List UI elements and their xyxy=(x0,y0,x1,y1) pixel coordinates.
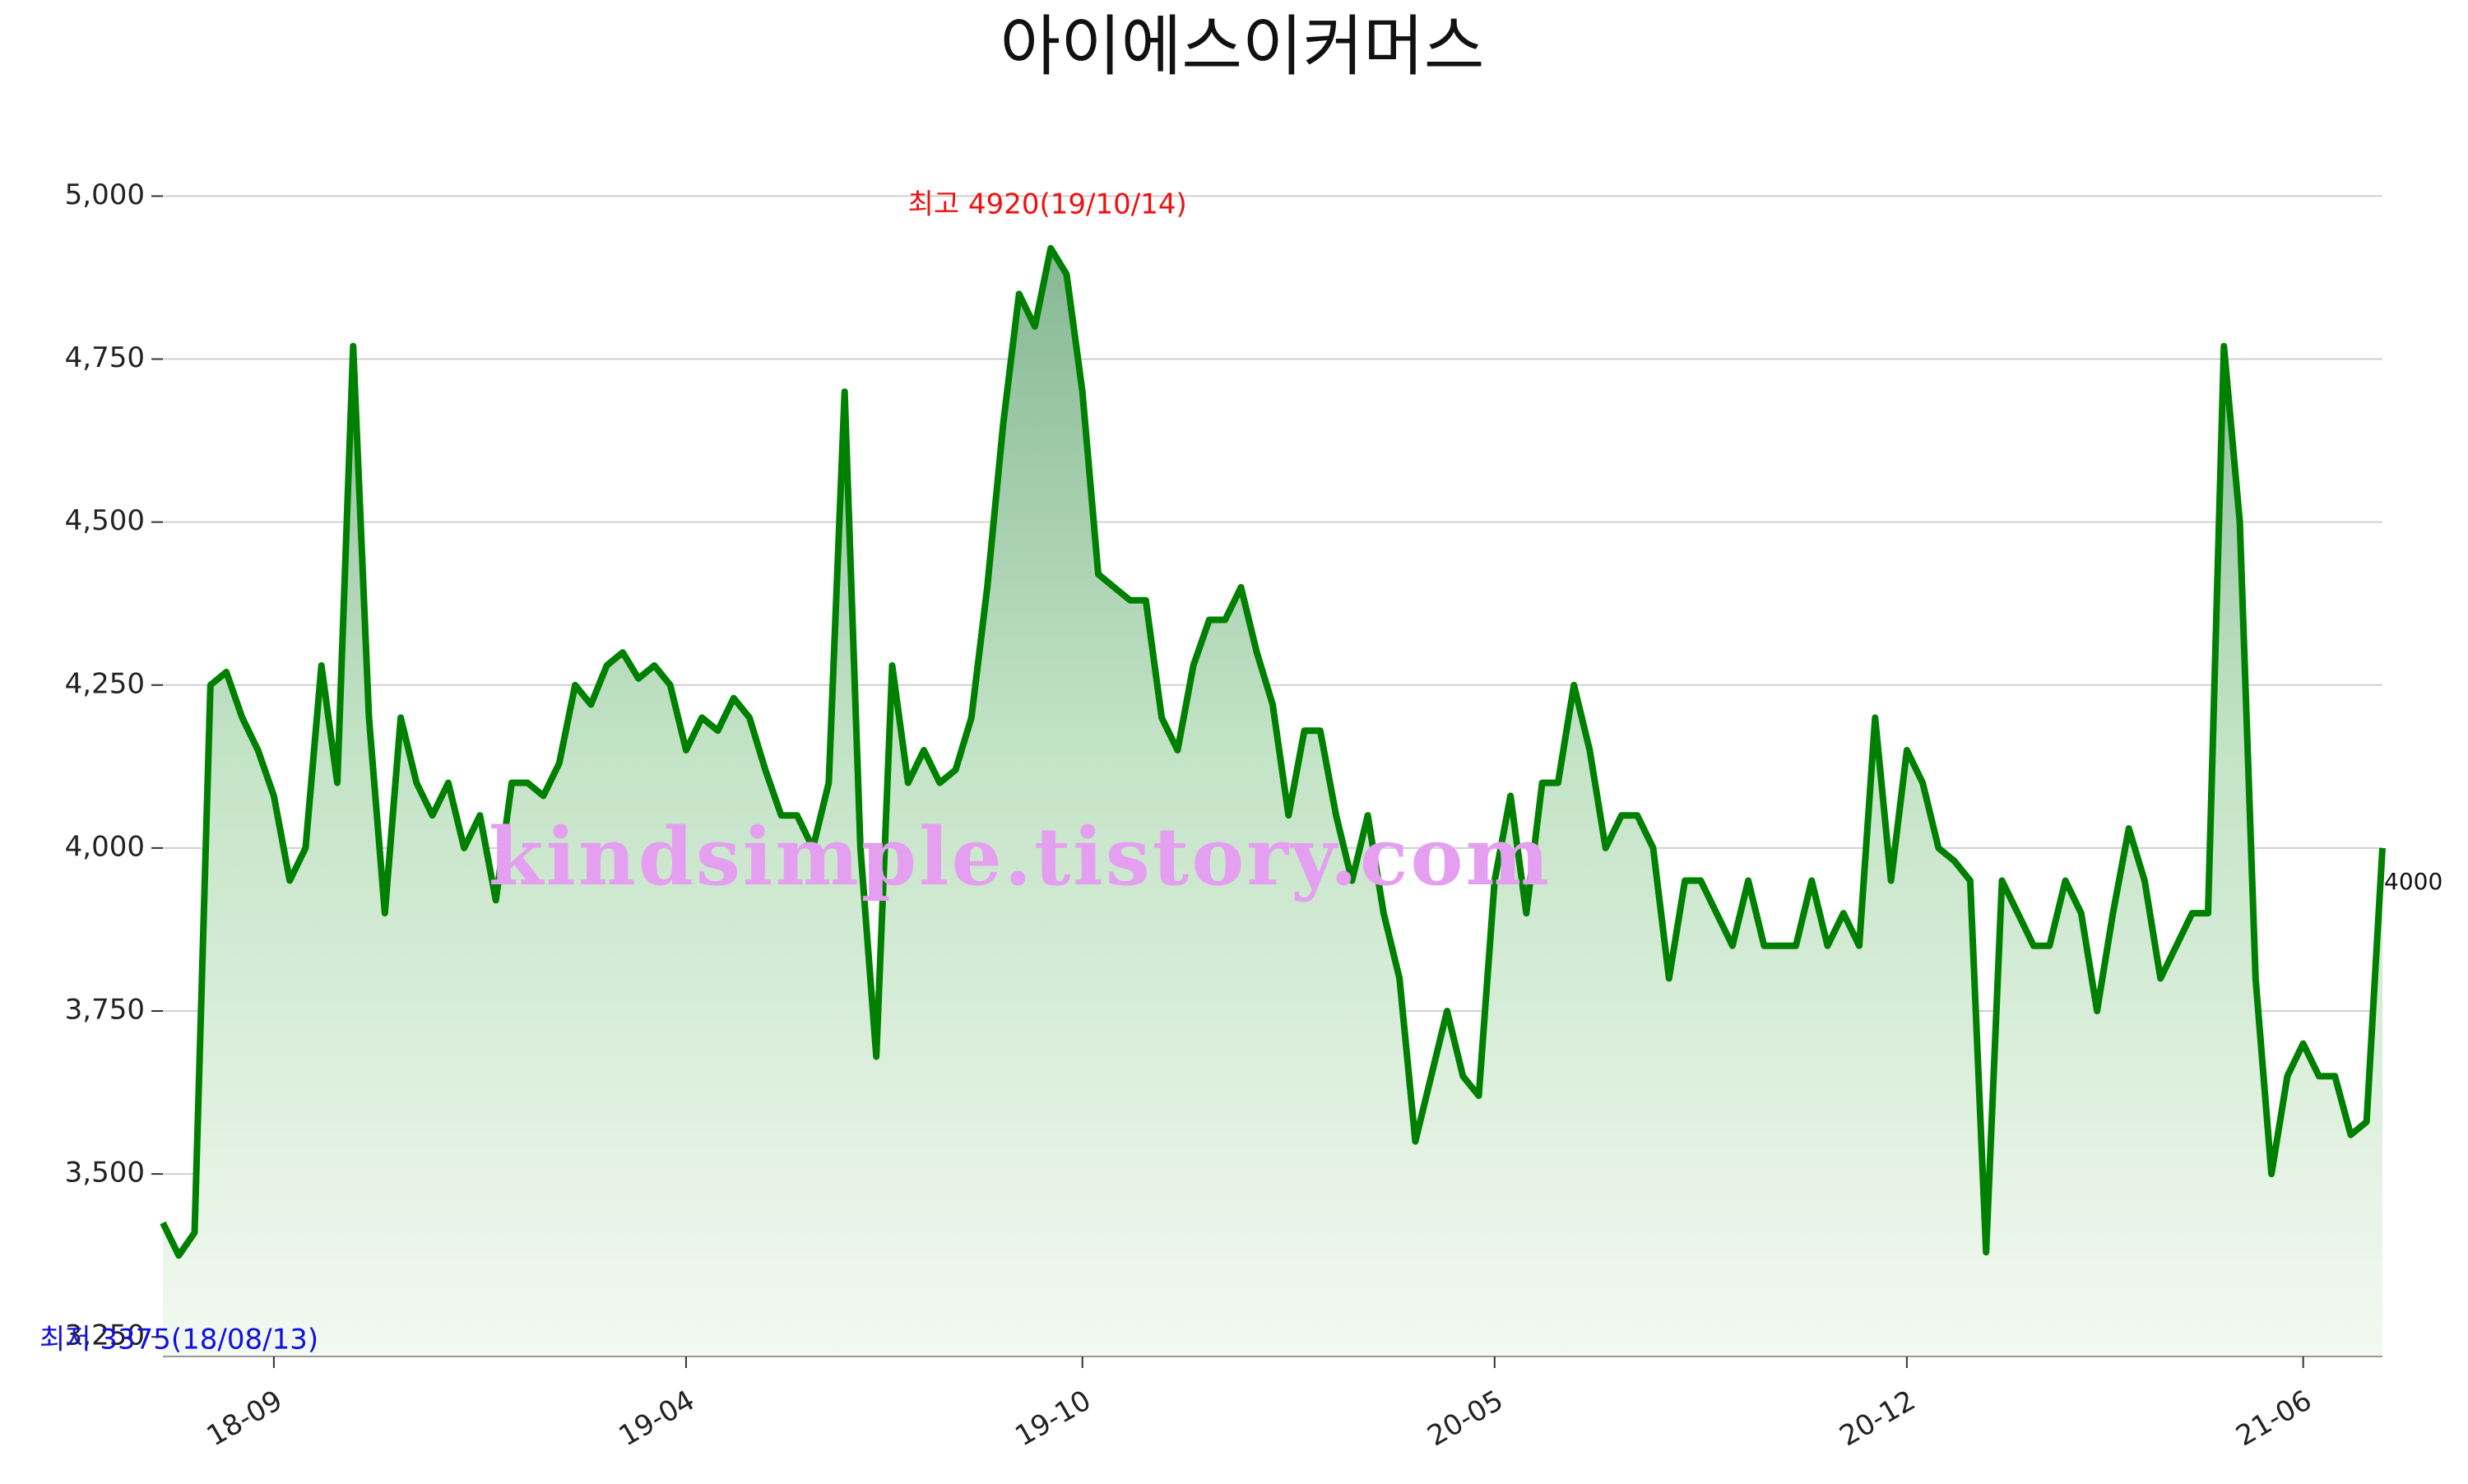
x-tick-label: 19-04 xyxy=(614,1384,701,1453)
y-tick-label: 3,250 xyxy=(65,1319,145,1352)
last-value-label: 4000 xyxy=(2384,868,2442,895)
y-tick-label: 3,750 xyxy=(65,993,145,1026)
x-tick-label: 21-06 xyxy=(2230,1384,2317,1453)
area xyxy=(163,248,2382,1356)
y-tick-label: 5,000 xyxy=(65,179,145,211)
chart-title: 아이에스이커머스 xyxy=(1000,8,1485,85)
x-tick-label: 18-09 xyxy=(202,1384,289,1453)
y-tick-label: 4,750 xyxy=(65,341,145,374)
x-tick-label: 19-10 xyxy=(1009,1384,1097,1453)
line xyxy=(160,244,2386,1259)
max-annotation: 최고 4920(19/10/14) xyxy=(908,188,1187,220)
x-tick-label: 20-12 xyxy=(1835,1384,1922,1453)
y-tick-label: 4,500 xyxy=(65,504,145,537)
y-tick-label: 3,500 xyxy=(65,1157,145,1190)
x-tick-label: 20-05 xyxy=(1422,1384,1509,1453)
y-tick-label: 4,250 xyxy=(65,667,145,700)
watermark: kindsimple.tistory.com xyxy=(489,810,1552,903)
min-annotation: 최저 3375(18/08/13) xyxy=(39,1324,318,1356)
y-tick-label: 4,000 xyxy=(65,830,145,863)
